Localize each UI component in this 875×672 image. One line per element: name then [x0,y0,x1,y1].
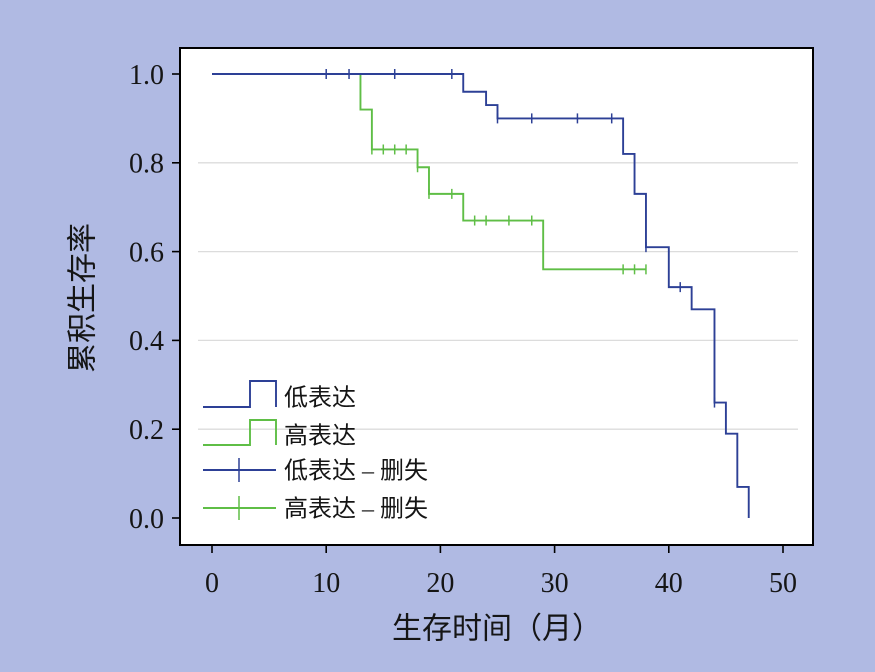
legend-step-icon [203,419,277,446]
x-tick-label: 20 [426,568,454,599]
x-tick-label: 30 [541,568,569,599]
legend-label: 低表达 [284,384,356,411]
x-tick-label: 10 [312,568,340,599]
legend-entry-high-expression-censored: 高表达 – 删失 [203,495,428,522]
y-tick-label: 0.4 [129,326,164,357]
legend-entry-low-expression: 低表达 [203,380,356,411]
y-tick-label: 0.6 [129,237,164,268]
high-expression-series [212,73,647,275]
legend-label: 高表达 – 删失 [284,495,428,522]
high-expression-survival-curve [212,73,646,271]
survival-curves [212,69,750,518]
y-axis-title: 累积生存率 [67,223,100,373]
legend: 低表达 高表达 低表达 – 删失 高表达 – 删失 [203,380,428,522]
legend-entry-high-expression: 高表达 [203,419,356,449]
legend-label: 高表达 [284,422,356,449]
y-tick-label: 0.2 [129,415,164,446]
legend-step-icon [203,380,277,408]
x-tick-label: 0 [205,568,219,599]
x-tick-label: 50 [769,568,797,599]
plot-frame [179,47,814,546]
x-tick-label: 40 [655,568,683,599]
x-axis-title: 生存时间（月） [392,613,602,646]
low-expression-series [212,69,750,518]
x-axis: 0 10 20 30 40 50 [205,545,797,599]
legend-entry-low-expression-censored: 低表达 – 删失 [203,457,428,484]
y-tick-label: 0.8 [129,149,164,180]
y-tick-label: 0.0 [129,504,164,535]
y-axis: 0.0 0.2 0.4 0.6 0.8 1.0 [129,60,180,535]
y-tick-label: 1.0 [129,60,164,91]
gridlines [198,162,798,430]
legend-label: 低表达 – 删失 [284,457,428,484]
